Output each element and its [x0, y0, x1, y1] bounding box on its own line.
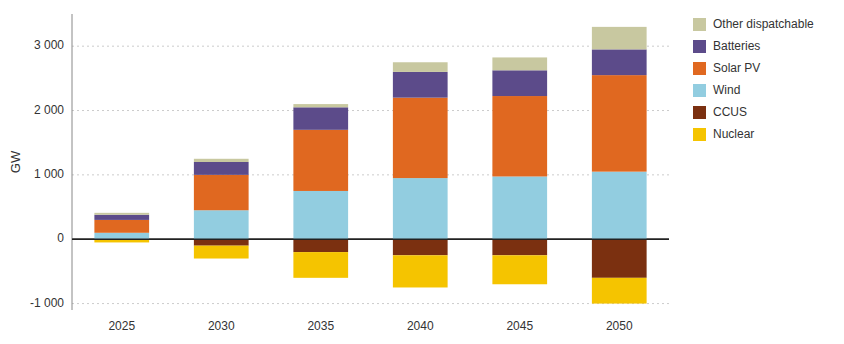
- legend-label: Wind: [713, 83, 740, 97]
- bar-segment: [194, 162, 249, 175]
- grid-line: [72, 110, 669, 111]
- y-tick-label: -1 000: [30, 296, 64, 310]
- legend: Other dispatchable Batteries Solar PV Wind C…: [693, 17, 814, 141]
- bars: [94, 27, 646, 304]
- grid-line: [72, 46, 669, 47]
- bar-segment: [94, 220, 149, 233]
- bar-segment: [393, 98, 448, 178]
- bar-segment: [293, 130, 348, 191]
- legend-swatch: [693, 128, 706, 141]
- bar-segment: [293, 191, 348, 239]
- bar-segment: [492, 239, 547, 255]
- bar-segment: [592, 75, 647, 172]
- bar-segment: [293, 239, 348, 252]
- grid: [72, 46, 669, 303]
- bar-segment: [592, 278, 647, 304]
- y-tick-label: 1 000: [34, 167, 64, 181]
- bar-segment: [592, 172, 647, 240]
- grid-line: [72, 174, 669, 175]
- y-tick-label: 2 000: [34, 103, 64, 117]
- bar-segment: [492, 255, 547, 284]
- legend-label: CCUS: [713, 105, 747, 119]
- legend-swatch: [693, 106, 706, 119]
- bar-segment: [592, 49, 647, 75]
- x-tick-label: 2035: [307, 319, 334, 333]
- bar-segment: [492, 96, 547, 176]
- bar-segment: [293, 252, 348, 278]
- x-tick-label: 2045: [506, 319, 533, 333]
- bar-segment: [94, 213, 149, 215]
- x-tick-label: 2030: [208, 319, 235, 333]
- bar-segment: [393, 72, 448, 98]
- bar-segment: [393, 255, 448, 287]
- legend-label: Nuclear: [713, 127, 754, 141]
- bar-segment: [393, 62, 448, 72]
- bar-segment: [393, 239, 448, 255]
- bar-segment: [194, 210, 249, 239]
- bar-segment: [194, 159, 249, 162]
- legend-label: Other dispatchable: [713, 17, 814, 31]
- zero-line: [72, 238, 669, 240]
- bar-segment: [592, 239, 647, 278]
- bar-segment: [194, 239, 249, 245]
- grid-line: [72, 303, 669, 304]
- y-axis-line: [72, 14, 73, 310]
- chart: -1 000 0 1 000 2 000 3 000 GW 2025 2030 2035 2040…: [0, 0, 844, 344]
- legend-swatch: [693, 40, 706, 53]
- bar-segment: [492, 57, 547, 70]
- bar-segment: [194, 175, 249, 210]
- y-tick-label: 0: [57, 231, 64, 245]
- legend-label: Batteries: [713, 39, 760, 53]
- bar-segment: [393, 178, 448, 239]
- y-axis: -1 000 0 1 000 2 000 3 000: [30, 14, 72, 310]
- legend-swatch: [693, 84, 706, 97]
- bar-segment: [94, 215, 149, 220]
- x-tick-label: 2050: [606, 319, 633, 333]
- legend-swatch: [693, 18, 706, 31]
- bar-segment: [293, 104, 348, 107]
- zero-line: [72, 238, 669, 240]
- bar-segment: [492, 176, 547, 239]
- legend-swatch: [693, 62, 706, 75]
- bar-segment: [94, 233, 149, 239]
- bar-segment: [592, 27, 647, 50]
- x-tick-label: 2025: [108, 319, 135, 333]
- y-axis-label: GW: [8, 150, 23, 173]
- x-axis: 2025 2030 2035 2040 2045 2050: [108, 319, 633, 333]
- bar-segment: [293, 107, 348, 130]
- legend-label: Solar PV: [713, 61, 760, 75]
- y-tick-label: 3 000: [34, 38, 64, 52]
- bar-segment: [492, 70, 547, 96]
- x-tick-label: 2040: [407, 319, 434, 333]
- bar-segment: [194, 246, 249, 259]
